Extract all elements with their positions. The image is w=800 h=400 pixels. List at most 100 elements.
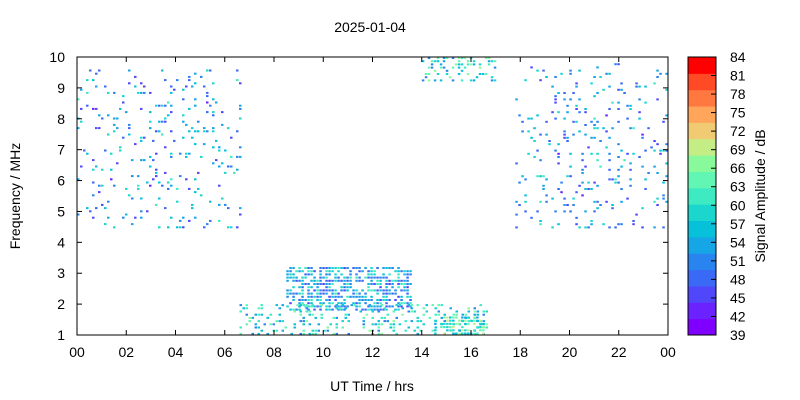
heatmap-cell <box>377 329 380 332</box>
heatmap-cell <box>370 276 373 279</box>
heatmap-cell <box>446 316 449 319</box>
heatmap-cell <box>170 178 173 181</box>
heatmap-cell <box>473 307 476 310</box>
heatmap-cell <box>554 98 557 101</box>
heatmap-cell <box>322 276 325 279</box>
heatmap-cell <box>92 181 95 184</box>
heatmap-cell <box>575 85 578 88</box>
heatmap-cell <box>319 292 322 295</box>
heatmap-cell <box>337 276 340 279</box>
heatmap-cell <box>590 120 593 123</box>
heatmap-cell <box>322 267 325 269</box>
heatmap-cell <box>374 323 377 326</box>
heatmap-cell <box>466 63 470 66</box>
heatmap-cell <box>170 104 173 107</box>
heatmap-cell <box>328 302 331 305</box>
heatmap-cell <box>515 98 518 101</box>
heatmap-cell <box>554 117 557 120</box>
heatmap-cell <box>98 114 101 117</box>
heatmap-cell <box>158 226 161 229</box>
heatmap-cell <box>617 168 620 171</box>
heatmap-cell <box>554 149 557 152</box>
heatmap-cell <box>533 156 536 158</box>
heatmap-cell <box>422 307 425 310</box>
heatmap-cell <box>218 146 221 149</box>
heatmap-cell <box>379 279 382 282</box>
heatmap-cell <box>527 130 530 133</box>
heatmap-cell <box>401 313 404 316</box>
heatmap-cell <box>623 92 626 94</box>
heatmap-cell <box>617 223 620 226</box>
heatmap-cell <box>376 283 379 285</box>
heatmap-cell <box>419 329 422 332</box>
heatmap-cell <box>367 283 370 285</box>
heatmap-cell <box>575 120 578 123</box>
heatmap-cell <box>92 168 95 171</box>
heatmap-cell <box>370 299 373 301</box>
heatmap-cell <box>301 286 304 289</box>
heatmap-cell <box>218 149 221 152</box>
heatmap-cell <box>227 127 230 130</box>
heatmap-cell <box>230 155 233 158</box>
heatmap-cell <box>230 136 233 139</box>
heatmap-cell <box>107 133 110 136</box>
heatmap-cell <box>515 200 518 203</box>
heatmap-cell <box>325 283 328 285</box>
heatmap-cell <box>319 299 322 301</box>
heatmap-cell <box>566 175 569 178</box>
heatmap-cell <box>307 295 310 298</box>
heatmap-cell <box>665 72 668 75</box>
heatmap-cell <box>557 111 560 114</box>
heatmap-cell <box>665 200 668 203</box>
heatmap-cell <box>212 130 215 133</box>
x-tick-label: 08 <box>266 344 282 360</box>
heatmap-cell <box>212 111 215 114</box>
heatmap-cell <box>409 305 412 308</box>
heatmap-cell <box>608 136 611 139</box>
heatmap-cell <box>464 316 467 319</box>
heatmap-cell <box>128 82 131 85</box>
heatmap-cell <box>443 313 446 316</box>
heatmap-cell <box>584 108 587 110</box>
heatmap-cell <box>313 283 316 285</box>
heatmap-cell <box>476 316 479 319</box>
y-tick-label: 1 <box>57 327 65 343</box>
heatmap-cell <box>224 203 227 206</box>
heatmap-cell <box>155 175 158 178</box>
heatmap-cell <box>113 130 116 133</box>
heatmap-cell <box>188 107 191 110</box>
heatmap-cell <box>239 82 242 85</box>
heatmap-cell <box>310 305 313 308</box>
heatmap-cell <box>482 313 485 316</box>
heatmap-cell <box>611 207 614 210</box>
heatmap-cell <box>475 76 479 79</box>
heatmap-cell <box>620 165 623 168</box>
heatmap-cell <box>367 276 370 279</box>
heatmap-cell <box>587 226 590 229</box>
heatmap-cell <box>638 156 641 158</box>
heatmap-cell <box>203 226 206 229</box>
heatmap-cell <box>551 226 554 229</box>
heatmap-cell <box>371 323 374 326</box>
heatmap-cell <box>352 292 355 295</box>
heatmap-cell <box>385 276 388 279</box>
heatmap-cell <box>493 60 497 63</box>
heatmap-cell <box>524 200 527 203</box>
heatmap-cell <box>134 216 137 219</box>
heatmap-cell <box>662 197 665 200</box>
heatmap-cell <box>443 320 446 323</box>
heatmap-cell <box>310 286 313 289</box>
heatmap-cell <box>433 69 437 72</box>
heatmap-cell <box>373 289 376 292</box>
heatmap-cell <box>296 304 299 307</box>
heatmap-cell <box>436 73 440 75</box>
heatmap-cell <box>593 95 596 98</box>
heatmap-cell <box>334 276 337 279</box>
heatmap-cell <box>542 175 545 178</box>
heatmap-cell <box>653 149 656 152</box>
colorbar-segment <box>688 236 716 254</box>
heatmap-cell <box>302 304 305 307</box>
heatmap-cell <box>349 273 352 276</box>
heatmap-cell <box>77 178 80 181</box>
heatmap-cell <box>467 320 470 323</box>
